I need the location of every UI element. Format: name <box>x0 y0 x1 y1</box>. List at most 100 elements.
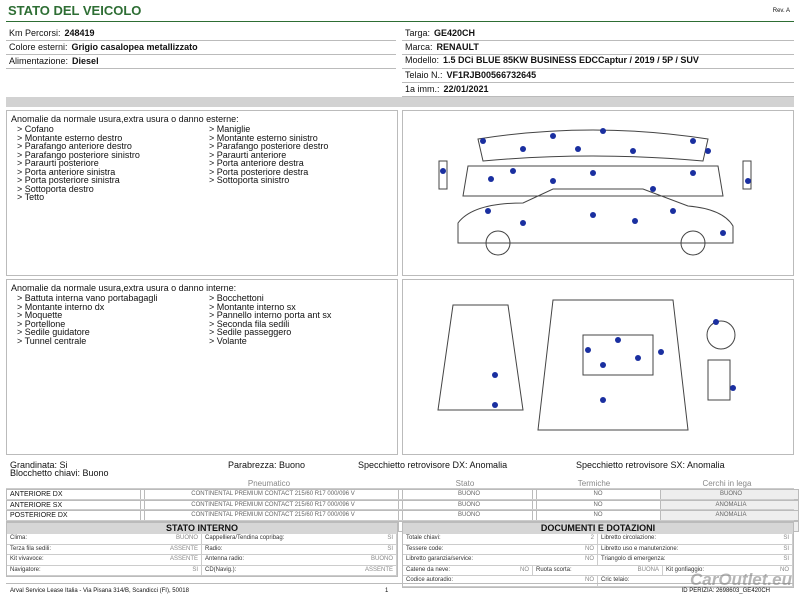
list-item: > Paraurti posteriore <box>17 158 99 168</box>
cell: Antenna radio: BUONO <box>202 555 397 565</box>
table-row: Totale chiavi: 2 Libretto circolazione: SI <box>403 534 793 545</box>
cell: Codice autoradio: NO <box>403 576 598 586</box>
value: Grigio casalopea metallizzato <box>71 42 198 52</box>
status: Grandinata: Si Parabrezza: Buono Specchiet… <box>10 461 790 479</box>
label: Modello: <box>405 55 440 65</box>
list-item: > Parafango posteriore sinistro <box>17 149 140 160</box>
cell: Navigatore: SI <box>7 565 202 575</box>
list: > Cofano > Montante esterno destro > Paraf… <box>17 125 207 202</box>
cell: Kit gonfiaggio: NO <box>663 565 793 575</box>
value: 1.5 DCi BLUE 85KW BUSINESS EDCCaptur / 2… <box>443 55 699 65</box>
car-interior <box>437 299 736 431</box>
label: Libretto garanzia/service: <box>406 556 474 562</box>
list-item: > Maniglie <box>209 124 251 134</box>
cell: CD(Navig.): ASSENTE <box>202 565 397 575</box>
value: BUONA <box>637 566 659 573</box>
table-row: Navigatore: SI CD(Navig.): ASSENTE <box>7 565 397 576</box>
label: Targa: <box>405 28 431 38</box>
shape <box>742 160 752 190</box>
label: Colore esterni: <box>9 42 68 52</box>
list-item: > Sedile passeggero <box>209 327 292 337</box>
title: STATO DEL VEICOLO <box>8 3 142 18</box>
cell: Cappelliera/Tendina copribag: SI <box>202 534 397 544</box>
internal-state: STATO INTERNO Clima: BUONO Cappelliera/Tend… <box>6 522 398 577</box>
value: ASSENTE <box>169 545 198 552</box>
value: 22/01/2021 <box>443 84 489 94</box>
wheel <box>680 230 706 256</box>
list-item: > Moquette <box>17 310 63 320</box>
footer-address: Arval Service Lease Italia - Via Pisana … <box>10 588 189 594</box>
list-item: > Portellone <box>17 318 66 329</box>
car-exterior <box>438 128 752 256</box>
label: CD(Navig.): <box>205 566 237 573</box>
status-item: Specchietto retrovisore DX: Anomalia <box>358 460 508 470</box>
footer-page: 1 <box>385 588 389 594</box>
vehicle-info-right: Targa: GE420CH Marca: RENAULT Modello: 1.5 DC… <box>402 27 794 97</box>
shape <box>582 334 654 376</box>
damage-marks <box>492 319 736 408</box>
info-row: Marca: RENAULT <box>402 41 794 55</box>
label: Totale chiavi: <box>406 535 441 541</box>
table-row: Catene da neve: NO Ruota scorta: BUONA Kit g… <box>403 565 793 576</box>
cell: Libretto circolazione: SI <box>598 534 793 544</box>
list-item: > Porta posteriore sinistra <box>17 175 120 185</box>
list-item: > Paraurti anteriore <box>209 149 287 160</box>
list-item: > Tetto <box>17 192 45 202</box>
value: Diesel <box>72 56 99 66</box>
label: Cappelliera/Tendina copribag: <box>205 535 285 541</box>
status-item: Blocchetto chiavi: Buono <box>10 468 109 478</box>
value: SI <box>783 545 789 552</box>
list-item: > Sottoporta destro <box>17 183 94 194</box>
list-item: > Montante esterno sinistro <box>209 132 318 143</box>
list-item: > Porta anteriore sinistra <box>17 166 116 177</box>
column-header: Pneumatico <box>247 479 291 488</box>
cell: Cric telaio: <box>598 576 793 586</box>
label: Catene da neve: <box>406 566 451 573</box>
column-header: Termiche <box>577 479 611 488</box>
value: SI <box>192 566 198 573</box>
value: BUONO <box>175 535 198 541</box>
rule <box>6 21 794 22</box>
list-item: > Montante esterno destro <box>17 132 123 143</box>
heading: Anomalie da normale usura,extra usura o … <box>11 283 237 293</box>
list-item: > Montante interno sx <box>209 301 296 312</box>
shape <box>707 359 731 401</box>
list-item: > Pannello interno porta ant sx <box>209 310 332 320</box>
interior-diagram <box>402 279 794 455</box>
status-item: Specchietto retrovisore SX: Anomalia <box>576 460 725 470</box>
info-row: 1a imm.: 22/01/2021 <box>402 83 794 97</box>
table-row: Terza fila sedili: ASSENTE Radio: SI <box>7 544 397 555</box>
list-item: > Parafango anteriore destro <box>17 141 132 151</box>
list-item: > Porta anteriore destra <box>209 158 304 168</box>
info-row: Modello: 1.5 DCi BLUE 85KW BUSINESS EDCCa… <box>402 55 794 69</box>
documents: DOCUMENTI E DOTAZIONI Totale chiavi: 2 Libr… <box>402 522 794 588</box>
list-item: > Seconda fila sedili <box>209 318 290 329</box>
label: Kit gonfiaggio: <box>666 566 705 573</box>
list: > Bocchettoni > Montante interno sx > Pann… <box>209 294 399 345</box>
label: Marca: <box>405 42 433 52</box>
list-item: > Tunnel centrale <box>17 335 87 346</box>
label: Libretto circolazione: <box>601 535 657 541</box>
label: Antenna radio: <box>205 556 245 562</box>
label: Libretto uso e manutenzione: <box>601 545 679 552</box>
label: Clima: <box>10 535 28 541</box>
footer-reference: ID PERIZIA: 2698603_GE420CH <box>681 588 770 594</box>
value: SI <box>783 535 789 541</box>
separator <box>6 97 794 107</box>
wheel <box>485 230 511 256</box>
list-item: > Sottoporta sinistro <box>209 175 290 185</box>
interior-box: Anomalie da normale usura,extra usura o … <box>6 279 398 455</box>
info-row: Alimentazione: Diesel <box>6 55 396 69</box>
list: > Maniglie > Montante esterno sinistro > P… <box>209 125 399 185</box>
damage-marks <box>440 128 751 236</box>
table-row: Clima: BUONO Cappelliera/Tendina copribag:… <box>7 534 397 545</box>
value: NO <box>520 566 529 573</box>
list: > Battuta interna vano portabagagli > Mon… <box>17 294 207 345</box>
value: GE420CH <box>434 28 476 38</box>
label: Tessere code: <box>406 545 444 552</box>
value: BUONO <box>370 556 393 562</box>
cell: Terza fila sedili: ASSENTE <box>7 544 202 554</box>
label: Terza fila sedili: <box>10 545 52 552</box>
status-item: Grandinata: Si <box>10 460 68 470</box>
value: 2 <box>590 535 594 541</box>
